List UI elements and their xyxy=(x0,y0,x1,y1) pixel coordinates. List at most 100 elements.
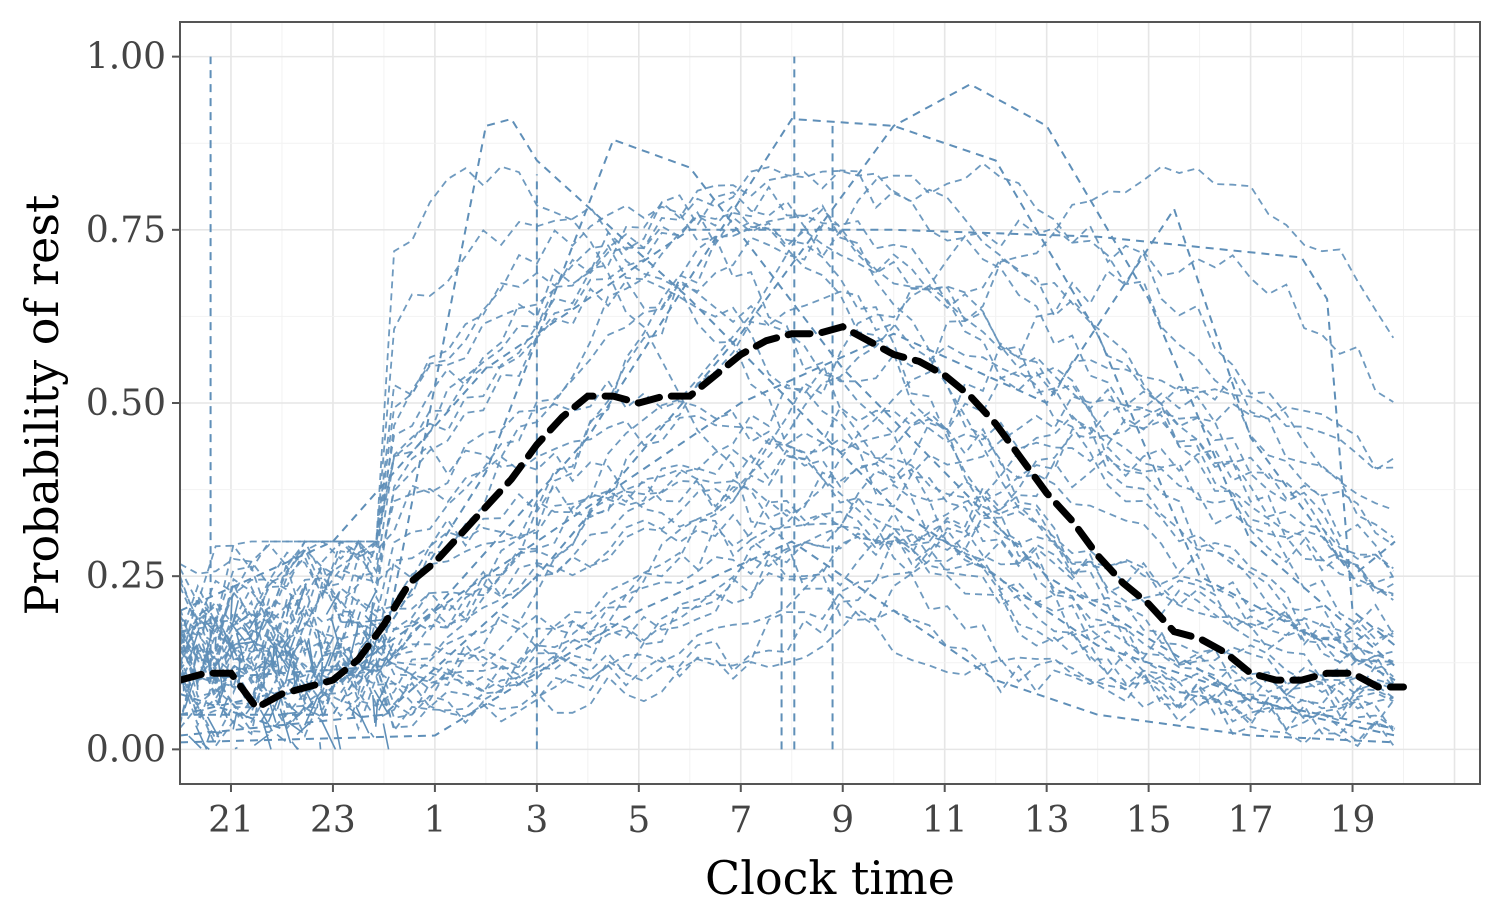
individual-series-line xyxy=(180,191,1394,647)
individual-noise-segment xyxy=(382,723,390,750)
individual-noise-segment xyxy=(188,628,200,659)
individual-noise-segment xyxy=(325,592,340,615)
individual-noise-segment xyxy=(219,697,229,718)
individual-series-line xyxy=(180,410,1394,696)
individual-series-line xyxy=(180,185,1394,682)
individual-series-line xyxy=(180,204,1395,727)
individual-noise-segment xyxy=(276,733,286,742)
individual-series-line xyxy=(180,392,1394,730)
individual-noise-segment xyxy=(346,691,353,697)
individual-noise-segment xyxy=(294,583,307,615)
individual-noise-segment xyxy=(202,615,207,634)
individual-noise-segment xyxy=(320,661,324,689)
individual-noise-segment xyxy=(284,650,295,684)
individual-noise-segment xyxy=(319,742,322,750)
individual-series-line xyxy=(180,411,1394,668)
individual-noise-segment xyxy=(195,725,208,750)
individual-noise-segment xyxy=(281,634,291,649)
individual-noise-segment xyxy=(263,656,266,687)
y-axis-ticks: 0.00 0.25 0.50 0.75 1.00 xyxy=(86,37,180,770)
y-tick-label: 1.00 xyxy=(86,37,166,78)
individual-noise-segment xyxy=(293,744,300,750)
individual-noise-segment xyxy=(348,629,358,663)
x-tick-label: 9 xyxy=(831,800,854,841)
individual-series-line xyxy=(180,206,1395,732)
individual-noise-segment xyxy=(288,721,304,734)
individual-series-line xyxy=(180,414,1394,646)
individual-noise-segment xyxy=(260,707,270,722)
individual-noise-segment xyxy=(327,638,340,667)
individual-noise-segment xyxy=(248,612,259,630)
individual-noise-segment xyxy=(296,720,313,736)
individual-noise-segment xyxy=(365,619,381,623)
individual-series-line xyxy=(180,228,1396,647)
individual-noise-segment xyxy=(259,709,274,732)
individual-noise-segment xyxy=(206,716,220,738)
individual-noise-segment xyxy=(374,699,379,727)
individual-noise-segment xyxy=(261,718,272,750)
individual-noise-segment xyxy=(297,617,303,630)
x-tick-label: 5 xyxy=(627,800,650,841)
individual-noise-segment xyxy=(230,596,233,619)
mean-series-group xyxy=(180,323,1407,713)
individual-series-line xyxy=(180,83,1396,737)
individual-noise-segment xyxy=(334,724,342,750)
y-tick-label: 0.25 xyxy=(86,556,166,597)
individual-noise-segment xyxy=(367,634,379,668)
individual-noise-segment xyxy=(372,695,376,723)
x-tick-label: 19 xyxy=(1330,800,1376,841)
individual-noise-segment xyxy=(316,629,324,661)
individual-noise-segment xyxy=(373,689,389,715)
individual-noise-segment xyxy=(217,684,227,705)
individual-series-line xyxy=(180,406,1394,706)
individual-series-line xyxy=(180,169,1394,627)
individual-noise-segment xyxy=(184,682,194,709)
individual-noise-segment xyxy=(204,620,216,633)
individual-series-line xyxy=(180,257,1395,701)
individual-noise-segment xyxy=(188,735,202,749)
individual-series-line xyxy=(180,165,1394,704)
individual-noise-segment xyxy=(349,615,353,627)
individual-noise-segment xyxy=(325,643,330,651)
individual-noise-segment xyxy=(330,617,341,649)
individual-noise-segment xyxy=(206,647,212,683)
individual-series-line xyxy=(180,244,1394,722)
individual-noise-segment xyxy=(206,730,212,743)
x-tick-label: 17 xyxy=(1228,800,1274,841)
individual-series-line xyxy=(180,379,1394,735)
individual-series-line xyxy=(180,449,1394,697)
individual-noise-segment xyxy=(195,677,199,691)
individual-noise-segment xyxy=(275,650,281,674)
individual-noise-segment xyxy=(224,639,234,658)
individual-noise-segment xyxy=(317,652,333,685)
individual-series-line xyxy=(180,290,1395,748)
individual-noise-segment xyxy=(214,636,217,650)
individual-noise-segment xyxy=(235,632,246,663)
x-tick-label: 23 xyxy=(310,800,356,841)
individual-noise-segment xyxy=(360,636,371,649)
individual-noise-segment xyxy=(253,734,270,746)
x-tick-label: 7 xyxy=(729,800,752,841)
individual-noise-segment xyxy=(351,707,356,716)
y-axis-title: Probability of rest xyxy=(15,194,69,615)
individual-series-line xyxy=(180,478,1394,710)
individual-noise-segment xyxy=(303,694,320,726)
individual-noise-segment xyxy=(364,589,378,612)
individual-series-group xyxy=(180,56,1396,750)
x-tick-label: 3 xyxy=(525,800,548,841)
individual-series-line xyxy=(180,166,1394,645)
individual-series-line xyxy=(180,210,1394,596)
individual-noise-segment xyxy=(222,630,238,657)
individual-series-line xyxy=(180,344,1394,664)
individual-noise-segment xyxy=(203,624,209,633)
individual-noise-segment xyxy=(234,746,238,750)
individual-noise-segment xyxy=(279,655,289,669)
individual-noise-segment xyxy=(253,662,264,672)
individual-noise-segment xyxy=(281,711,297,715)
x-tick-label: 15 xyxy=(1126,800,1172,841)
individual-noise-segment xyxy=(254,618,266,645)
individual-noise-segment xyxy=(317,698,324,717)
individual-noise-segment xyxy=(343,610,353,614)
individual-series-line xyxy=(180,477,1394,706)
